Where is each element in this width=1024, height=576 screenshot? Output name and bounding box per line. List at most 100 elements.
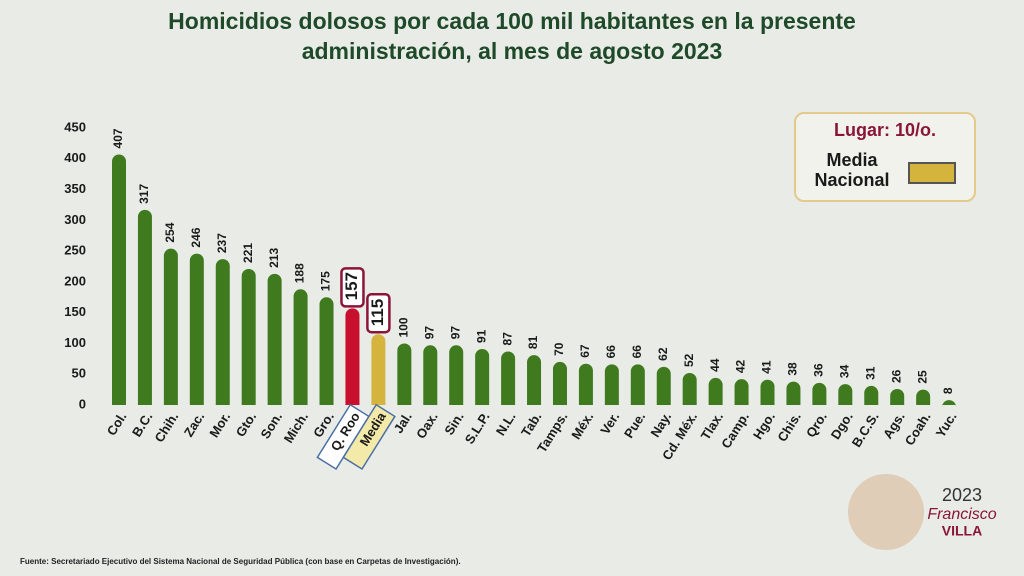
bar (812, 382, 827, 405)
bar (137, 209, 152, 405)
value-label: 25 (915, 370, 929, 384)
bar (838, 384, 853, 405)
x-tick-label: B.C. (129, 409, 155, 439)
y-tick-label: 250 (64, 243, 86, 258)
bar (760, 379, 775, 405)
bar (864, 385, 879, 405)
value-label: 87 (500, 332, 514, 346)
x-tick-label: Coah. (902, 409, 934, 448)
value-label: 8 (941, 387, 955, 394)
value-label: 44 (708, 358, 722, 372)
legend-title: Lugar: 10/o. (833, 120, 936, 140)
value-label: 157 (342, 272, 361, 300)
y-tick-label: 400 (64, 150, 86, 165)
x-tick-label: Pue. (621, 409, 648, 440)
x-tick-label: Mich. (281, 409, 311, 445)
y-tick-label: 350 (64, 181, 86, 196)
bar (112, 154, 126, 405)
x-tick-label: B.C.S. (849, 409, 882, 449)
value-label: 31 (863, 366, 877, 380)
value-label: 34 (837, 364, 851, 378)
bar (501, 351, 516, 405)
y-tick-label: 150 (64, 304, 86, 319)
y-tick-label: 100 (64, 335, 86, 350)
bar (708, 377, 723, 405)
value-label: 81 (526, 335, 540, 349)
x-tick-label: Méx. (568, 409, 596, 441)
y-tick-label: 50 (72, 366, 86, 381)
bar (942, 400, 957, 408)
value-label: 317 (137, 184, 151, 204)
bar (449, 345, 464, 405)
bar (215, 259, 230, 405)
bar (630, 364, 645, 405)
value-label: 52 (682, 353, 696, 367)
x-tick-label: Jal. (391, 409, 415, 435)
bar (734, 379, 749, 405)
bar (345, 308, 360, 405)
logo-portrait (848, 474, 924, 550)
x-tick-label: Qro. (803, 409, 830, 440)
x-tick-label: Oax. (413, 409, 441, 441)
value-label: 97 (448, 326, 462, 340)
source: Fuente: Secretariado Ejecutivo del Siste… (20, 557, 461, 566)
value-label: 42 (734, 359, 748, 373)
bar (552, 361, 567, 405)
value-label: 66 (630, 345, 644, 359)
y-tick-label: 300 (64, 212, 86, 227)
bar (397, 343, 412, 405)
logo-year: 2023 (942, 485, 982, 505)
x-tick-label: S.L.P. (462, 409, 493, 446)
value-label: 41 (760, 360, 774, 374)
value-label: 67 (578, 344, 592, 358)
bar (604, 364, 619, 405)
x-tick-label: Ver. (597, 409, 622, 437)
x-tick-label: Sin. (441, 409, 466, 437)
bar (163, 248, 178, 405)
y-tick-label: 200 (64, 273, 86, 288)
x-tick-label: Chih. (151, 409, 181, 445)
bar (682, 372, 697, 405)
bar (319, 297, 334, 405)
y-tick-label: 0 (79, 396, 86, 411)
bar (423, 345, 438, 405)
value-label: 237 (215, 233, 229, 253)
legend-label: Media Nacional (814, 150, 890, 190)
bar (267, 273, 282, 405)
bar (578, 363, 593, 405)
value-label: 175 (319, 271, 333, 291)
legend-swatch (908, 162, 956, 184)
value-label: 100 (397, 317, 411, 337)
bar (241, 268, 256, 405)
bar (786, 381, 801, 405)
value-label: 115 (368, 299, 387, 326)
bar (656, 366, 671, 405)
bar (916, 389, 931, 405)
x-tick-label: Mor. (206, 409, 233, 440)
value-label: 246 (189, 227, 203, 247)
value-label: 26 (889, 369, 903, 383)
x-tick-label: Col. (104, 409, 130, 438)
value-label: 36 (812, 363, 826, 377)
x-tick-label: Yuc. (933, 409, 960, 440)
value-label: 66 (604, 345, 618, 359)
bar (890, 388, 905, 405)
value-label: 254 (163, 222, 177, 242)
value-label-box (366, 292, 391, 334)
y-tick-label: 450 (64, 119, 86, 134)
value-label: 97 (422, 326, 436, 340)
category-box (342, 403, 396, 471)
legend: Lugar: 10/o. Media Nacional (794, 112, 976, 202)
bar (293, 289, 308, 405)
logo-name: Francisco (927, 506, 996, 523)
bar (527, 355, 542, 405)
chart-title: Homicidios dolosos por cada 100 mil habi… (168, 8, 856, 64)
value-label: 62 (656, 347, 670, 361)
bar (371, 334, 386, 405)
x-tick-label: N.L. (493, 409, 519, 438)
value-label: 221 (241, 243, 255, 263)
x-tick-label: Zac. (181, 409, 208, 439)
x-tick-label: Gto. (233, 409, 259, 439)
value-label-box (340, 267, 365, 308)
